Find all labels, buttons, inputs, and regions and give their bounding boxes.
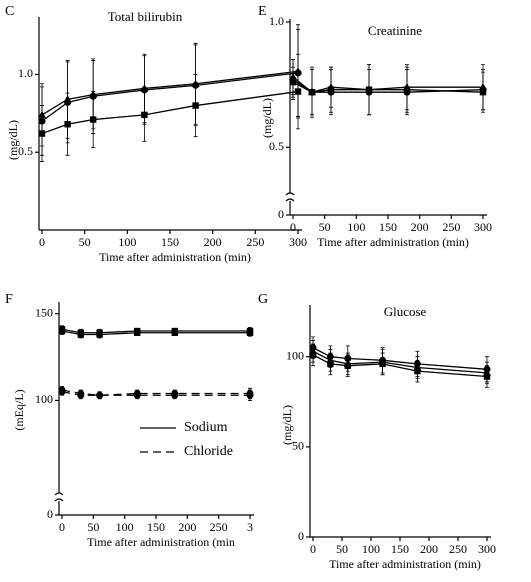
series-line — [41, 70, 299, 116]
x-tick-label: 0 — [290, 220, 296, 234]
series-line — [41, 72, 299, 122]
x-tick-label: 100 — [118, 235, 136, 249]
marker — [309, 351, 317, 359]
marker — [327, 360, 334, 368]
marker — [479, 88, 487, 96]
y-tick-label: 150 — [35, 305, 53, 319]
y-tick-label: 50 — [292, 439, 304, 453]
marker — [483, 373, 491, 380]
x-axis-label: Time after administration (min — [87, 535, 235, 549]
panel-letter: G — [258, 292, 268, 307]
legend-label: Sodium — [184, 420, 228, 435]
marker — [96, 391, 104, 399]
y-tick-label: 100 — [35, 392, 53, 406]
chart-title: Glucose — [384, 304, 427, 319]
marker — [365, 86, 373, 93]
marker — [344, 362, 351, 369]
x-tick-label: 200 — [420, 542, 438, 556]
marker — [58, 388, 66, 396]
x-tick-label: 300 — [478, 542, 496, 556]
marker — [64, 121, 71, 128]
panel-letter: C — [5, 4, 14, 19]
marker — [171, 391, 179, 399]
x-tick-label: 200 — [178, 520, 196, 534]
x-tick-label: 150 — [379, 220, 397, 234]
x-axis-label: Time after administration (min) — [317, 235, 469, 249]
y-axis-label: (mg/dL) — [6, 120, 20, 160]
series-line — [312, 350, 488, 374]
marker — [134, 329, 141, 336]
y-tick-label: 1.0 — [18, 66, 33, 80]
marker — [403, 86, 411, 93]
panel-letter: F — [5, 292, 13, 307]
marker — [171, 329, 178, 336]
x-tick-label: 100 — [347, 220, 365, 234]
panel-letter: E — [258, 4, 267, 19]
x-tick-label: 0 — [59, 520, 65, 534]
y-axis-label: (mg/dL) — [280, 405, 294, 445]
marker — [77, 391, 85, 399]
x-tick-label: 50 — [79, 235, 91, 249]
marker — [90, 116, 97, 123]
axis-break — [285, 192, 295, 202]
marker — [246, 391, 254, 399]
series-line — [61, 389, 250, 396]
x-tick-label: 200 — [204, 235, 222, 249]
y-axis-label: (mg/dL) — [260, 98, 274, 138]
x-tick-label: 150 — [391, 542, 409, 556]
legend-label: Chloride — [184, 444, 233, 459]
marker — [141, 111, 148, 119]
y-axis-label: (mEq/L) — [12, 389, 26, 430]
y-tick-label: 100 — [286, 348, 304, 362]
x-tick-label: 300 — [474, 220, 492, 234]
marker — [96, 331, 103, 338]
x-tick-label: 50 — [87, 520, 99, 534]
chart-title: Creatinine — [368, 23, 422, 38]
x-tick-label: 250 — [246, 235, 264, 249]
x-axis-label: Time after administration (min) — [329, 557, 481, 571]
x-tick-label: 250 — [442, 220, 460, 234]
y-tick-label: 1.0 — [269, 14, 284, 28]
marker — [308, 88, 316, 96]
marker — [192, 102, 199, 109]
y-tick-label: 0.5 — [269, 139, 284, 153]
marker — [294, 88, 302, 95]
x-tick-label: 50 — [336, 542, 348, 556]
x-tick-label: 100 — [116, 520, 134, 534]
marker — [379, 360, 386, 368]
marker — [289, 78, 297, 86]
x-tick-label: 150 — [147, 520, 165, 534]
x-tick-label: 200 — [411, 220, 429, 234]
x-axis-label: Time after administration (min) — [99, 250, 251, 264]
marker — [414, 367, 421, 375]
marker — [133, 391, 141, 399]
y-tick-label: 0 — [47, 507, 53, 521]
x-tick-label: 250 — [210, 520, 228, 534]
x-tick-label: 0 — [39, 235, 45, 249]
y-tick-label: 0 — [278, 207, 284, 221]
series-line — [41, 90, 299, 135]
marker — [77, 331, 84, 338]
x-tick-label: 100 — [362, 542, 380, 556]
marker — [38, 130, 46, 137]
axis-break — [54, 492, 64, 502]
marker — [246, 329, 254, 336]
chart-title: Total bilirubin — [108, 9, 183, 24]
series-line — [312, 347, 488, 370]
x-tick-label: 300 — [289, 235, 307, 249]
y-tick-label: 0 — [298, 529, 304, 543]
x-tick-label: 3 — [247, 520, 253, 534]
y-tick-label: 0.5 — [18, 144, 33, 158]
x-tick-label: 150 — [161, 235, 179, 249]
x-tick-label: 250 — [449, 542, 467, 556]
x-tick-label: 0 — [310, 542, 316, 556]
marker — [58, 327, 66, 335]
marker — [140, 84, 149, 92]
x-tick-label: 50 — [319, 220, 331, 234]
marker — [327, 86, 335, 93]
